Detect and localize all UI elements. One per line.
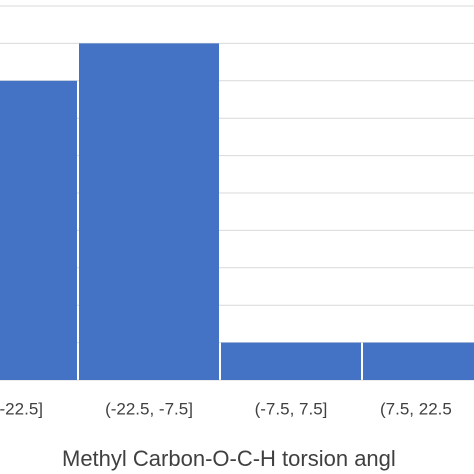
bar xyxy=(0,80,77,381)
x-tick-label: (7.5, 22.5 xyxy=(380,399,452,418)
bar xyxy=(363,342,474,380)
bar xyxy=(79,43,219,381)
x-axis-title: Methyl Carbon-O-C-H torsion angl xyxy=(62,446,396,471)
x-tick-label: (-7.5, 7.5] xyxy=(255,399,328,418)
bar xyxy=(221,342,361,380)
x-tick-label: , -22.5] xyxy=(0,399,43,418)
x-tick-label: (-22.5, -7.5] xyxy=(105,399,193,418)
